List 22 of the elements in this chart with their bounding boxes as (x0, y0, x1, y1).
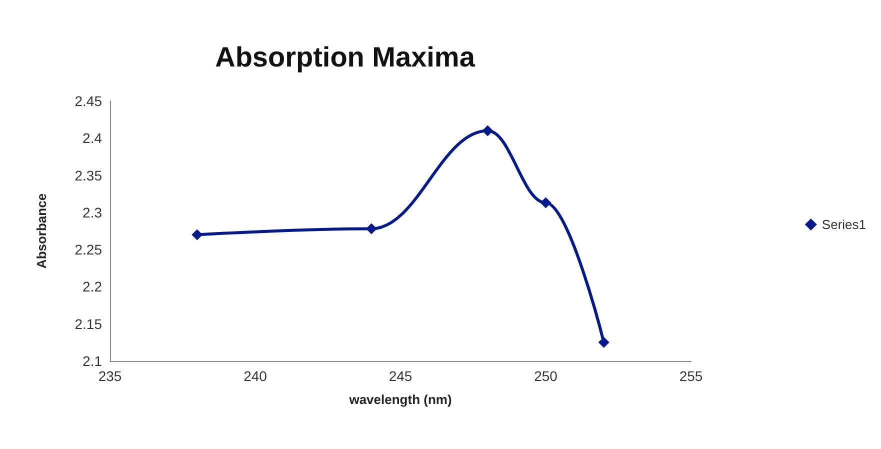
y-tick-label: 2.15 (74, 316, 102, 332)
chart-title: Absorption Maxima (215, 42, 476, 72)
point (482, 125, 494, 136)
y-axis-title: Absorbance (34, 193, 49, 269)
y-tick-label: 2.35 (74, 167, 102, 184)
point (598, 336, 610, 348)
x-tick-label: 245 (388, 368, 412, 384)
x-tick-label: 235 (98, 368, 122, 384)
point (540, 197, 552, 208)
y-tick-label: 2.45 (74, 93, 102, 109)
y-tick-label: 2.25 (74, 242, 102, 258)
y-tick-label: 2.1 (82, 353, 102, 369)
y-tick-label: 2.3 (82, 204, 102, 220)
x-tick-label: 255 (679, 368, 703, 384)
x-tick-label: 240 (244, 368, 268, 384)
y-tick-label: 2.4 (82, 130, 102, 146)
y-tick-label: 2.2 (82, 278, 102, 295)
legend-label: Series1 (822, 217, 866, 232)
x-tick-label: 250 (534, 368, 558, 384)
point (366, 223, 377, 234)
x-axis-title: wavelength (nm) (348, 392, 452, 407)
point (192, 229, 203, 240)
